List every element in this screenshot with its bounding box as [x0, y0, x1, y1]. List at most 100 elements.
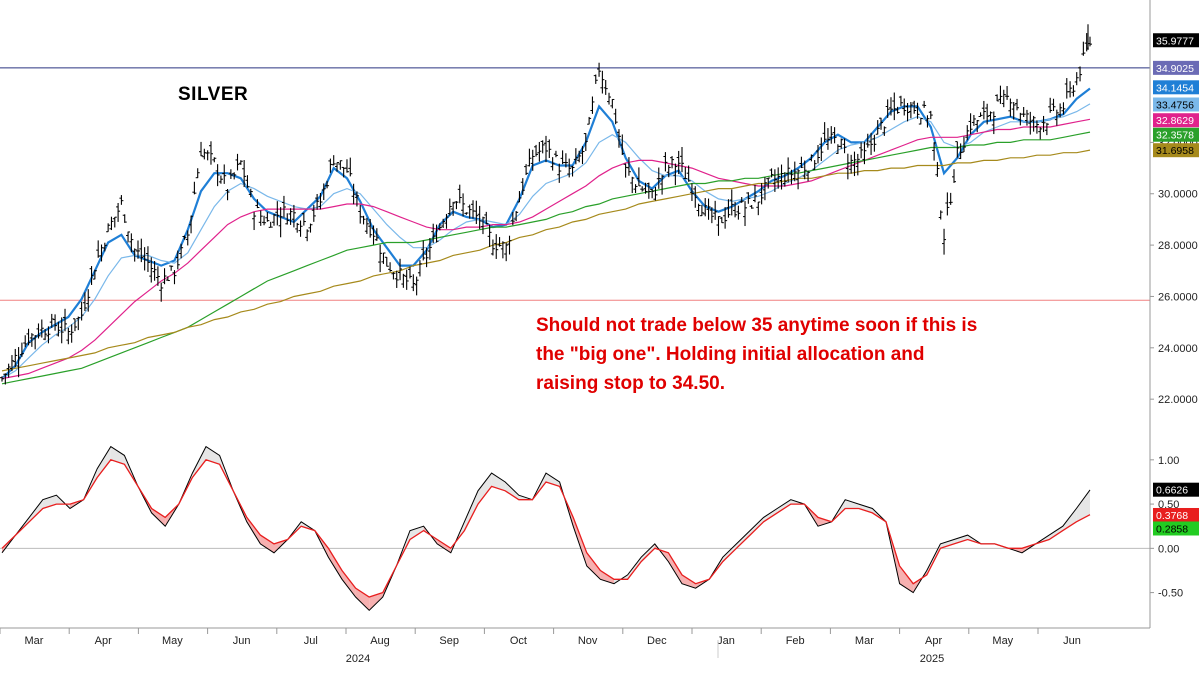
- ohlc-bar: [991, 111, 996, 135]
- ohlc-bar: [1068, 81, 1073, 98]
- ohlc-bar: [544, 135, 548, 163]
- ohlc-bar: [185, 230, 190, 246]
- ohlc-bar: [411, 274, 416, 292]
- price-tag: 34.1454: [1153, 80, 1199, 95]
- ohlc-bar: [653, 186, 658, 201]
- ohlc-bar: [381, 252, 386, 264]
- ohlc-bar: [285, 213, 290, 225]
- ohlc-bar: [1061, 102, 1066, 115]
- annotation-line-2: the "big one". Holding initial allocatio…: [536, 344, 925, 365]
- ohlc-bar: [1011, 101, 1016, 120]
- ohlc-bar: [752, 184, 757, 203]
- ohlc-bar: [3, 373, 8, 385]
- ohlc-bar: [338, 160, 343, 170]
- osc-fill-segment: [777, 499, 791, 513]
- ohlc-bar: [215, 164, 220, 187]
- ohlc-bar: [580, 146, 585, 165]
- ohlc-bar: [772, 169, 777, 192]
- ohlc-bar: [636, 167, 641, 187]
- ohlc-bar: [673, 163, 678, 186]
- osc-fill-segment: [641, 543, 655, 562]
- ohlc-bar: [630, 176, 635, 194]
- ohlc-bar: [703, 198, 708, 217]
- ohlc-bar: [660, 175, 665, 195]
- osc-fill-segment: [818, 517, 832, 527]
- ohlc-bar: [142, 247, 147, 271]
- ohlc-bar: [766, 177, 771, 189]
- ohlc-bar: [832, 127, 837, 144]
- ohlc-bar: [869, 132, 874, 155]
- ohlc-bar: [132, 248, 137, 262]
- osc-fill-segment: [97, 446, 111, 478]
- ohlc-bar: [789, 169, 794, 185]
- x-month-label: Jan: [717, 635, 735, 647]
- ohlc-bar: [421, 240, 426, 261]
- ohlc-bar: [112, 216, 117, 228]
- x-month-label: Apr: [95, 635, 112, 647]
- ohlc-bar: [961, 136, 966, 153]
- ohlc-bar: [13, 348, 18, 368]
- ohlc-bar: [812, 160, 817, 170]
- ohlc-bar: [487, 224, 492, 247]
- ohlc-bar: [497, 237, 502, 247]
- price-y-tick-label: 28.0000: [1158, 240, 1198, 252]
- ohlc-bar: [1005, 86, 1010, 100]
- ohlc-bar: [852, 151, 857, 177]
- ohlc-bar: [736, 205, 741, 220]
- ohlc-bar: [335, 162, 340, 172]
- ohlc-bar: [49, 313, 54, 328]
- ohlc-bar: [102, 242, 107, 252]
- osc-fill-segment: [464, 490, 478, 531]
- ohlc-bar: [816, 144, 820, 164]
- ohlc-bar: [865, 133, 870, 148]
- ohlc-bar: [849, 154, 854, 174]
- x-month-label: Feb: [786, 635, 805, 647]
- ohlc-bar: [706, 198, 711, 220]
- osc-y-tick-label: -0.50: [1158, 588, 1183, 600]
- osc-fill-segment: [573, 517, 587, 567]
- ohlc-bar: [305, 229, 310, 242]
- ohlc-bar: [295, 222, 300, 233]
- ohlc-bar: [918, 118, 923, 125]
- ohlc-bar: [550, 157, 555, 171]
- ohlc-bar: [388, 262, 393, 272]
- ohlc-bar: [189, 215, 194, 234]
- ohlc-bar: [258, 210, 263, 226]
- ohlc-bar: [212, 157, 217, 163]
- ohlc-bar: [643, 182, 648, 194]
- svg-text:35.9777: 35.9777: [1156, 35, 1194, 47]
- ohlc-bar: [607, 92, 612, 105]
- ohlc-bar: [451, 201, 456, 216]
- ohlc-bar: [530, 149, 535, 171]
- ohlc-bar: [56, 321, 61, 337]
- ohlc-bar: [454, 201, 459, 210]
- price-tag: 34.9025: [1153, 60, 1199, 75]
- svg-text:33.4756: 33.4756: [1156, 99, 1194, 111]
- osc-value-tag: 0.3768: [1153, 507, 1199, 522]
- ohlc-bar: [351, 183, 356, 205]
- ohlc-bar: [248, 188, 253, 198]
- ohlc-bar: [1054, 109, 1059, 126]
- osc-fill-segment: [29, 499, 43, 522]
- svg-text:0.2858: 0.2858: [1156, 523, 1188, 535]
- ohlc-bar: [398, 258, 403, 281]
- ohlc-bar: [646, 182, 651, 199]
- ohlc-bar: [119, 195, 124, 205]
- ohlc-bar: [885, 99, 890, 118]
- osc-fill-segment: [940, 539, 954, 549]
- ohlc-bar: [912, 100, 917, 114]
- osc-fill-segment: [858, 504, 873, 513]
- ohlc-bar: [238, 160, 243, 165]
- ohlc-bar: [1001, 89, 1006, 108]
- ohlc-bar: [1041, 115, 1046, 133]
- ohlc-bar: [663, 152, 668, 172]
- ohlc-bar: [321, 183, 326, 200]
- osc-value-tag: 0.2858: [1153, 521, 1199, 536]
- ohlc-bar: [527, 148, 532, 167]
- ohlc-bar: [776, 167, 781, 189]
- ohlc-bar: [995, 94, 1000, 102]
- ohlc-bar: [567, 158, 572, 178]
- ohlc-bar: [888, 97, 893, 116]
- ohlc-bar: [563, 153, 568, 168]
